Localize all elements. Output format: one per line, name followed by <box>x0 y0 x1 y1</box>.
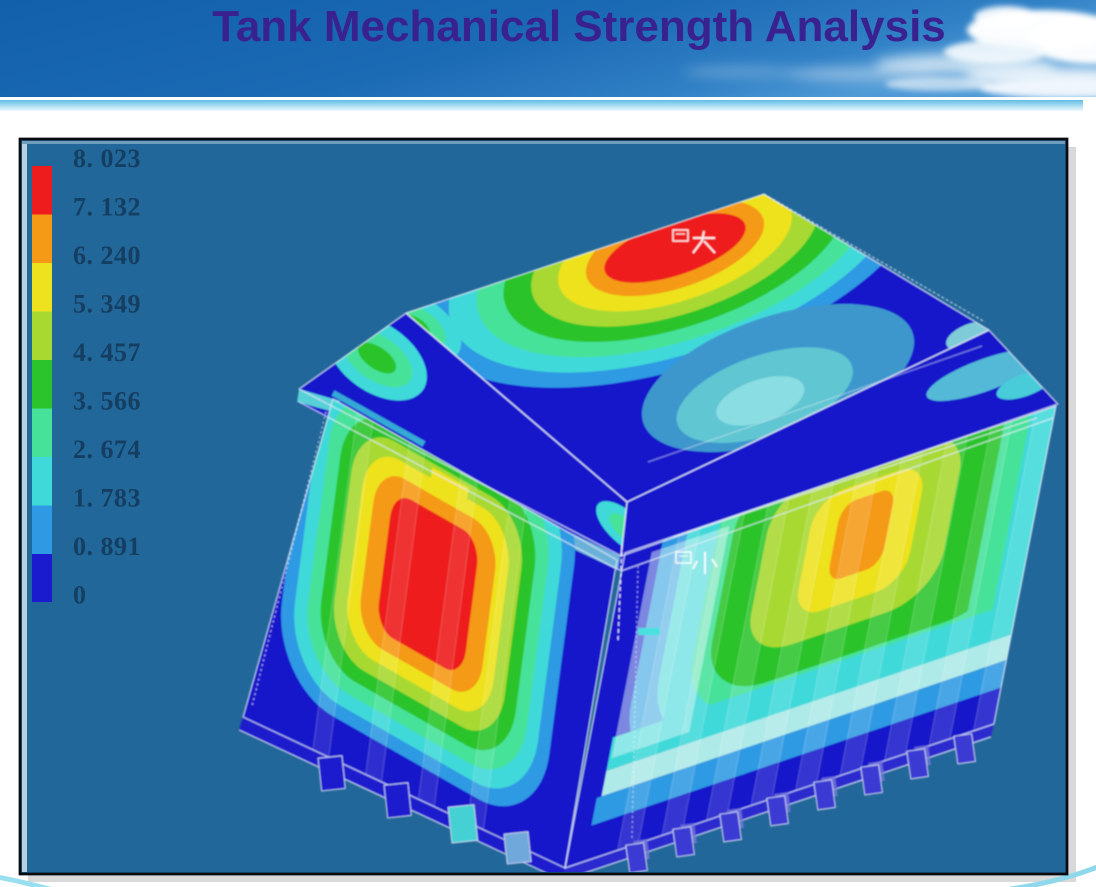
svg-text:Tank Mechanical Strength Analy: Tank Mechanical Strength Analysis <box>212 2 946 51</box>
svg-text:1. 783: 1. 783 <box>73 484 141 513</box>
svg-text:5. 349: 5. 349 <box>73 290 141 319</box>
svg-text:0. 891: 0. 891 <box>73 532 141 561</box>
svg-text:7. 132: 7. 132 <box>73 193 141 222</box>
svg-text:4. 457: 4. 457 <box>73 338 141 367</box>
svg-text:8. 023: 8. 023 <box>73 144 141 173</box>
svg-text:0: 0 <box>73 581 87 610</box>
svg-text:6. 240: 6. 240 <box>73 241 141 270</box>
svg-text:2. 674: 2. 674 <box>73 435 141 464</box>
svg-text:3. 566: 3. 566 <box>73 387 141 416</box>
